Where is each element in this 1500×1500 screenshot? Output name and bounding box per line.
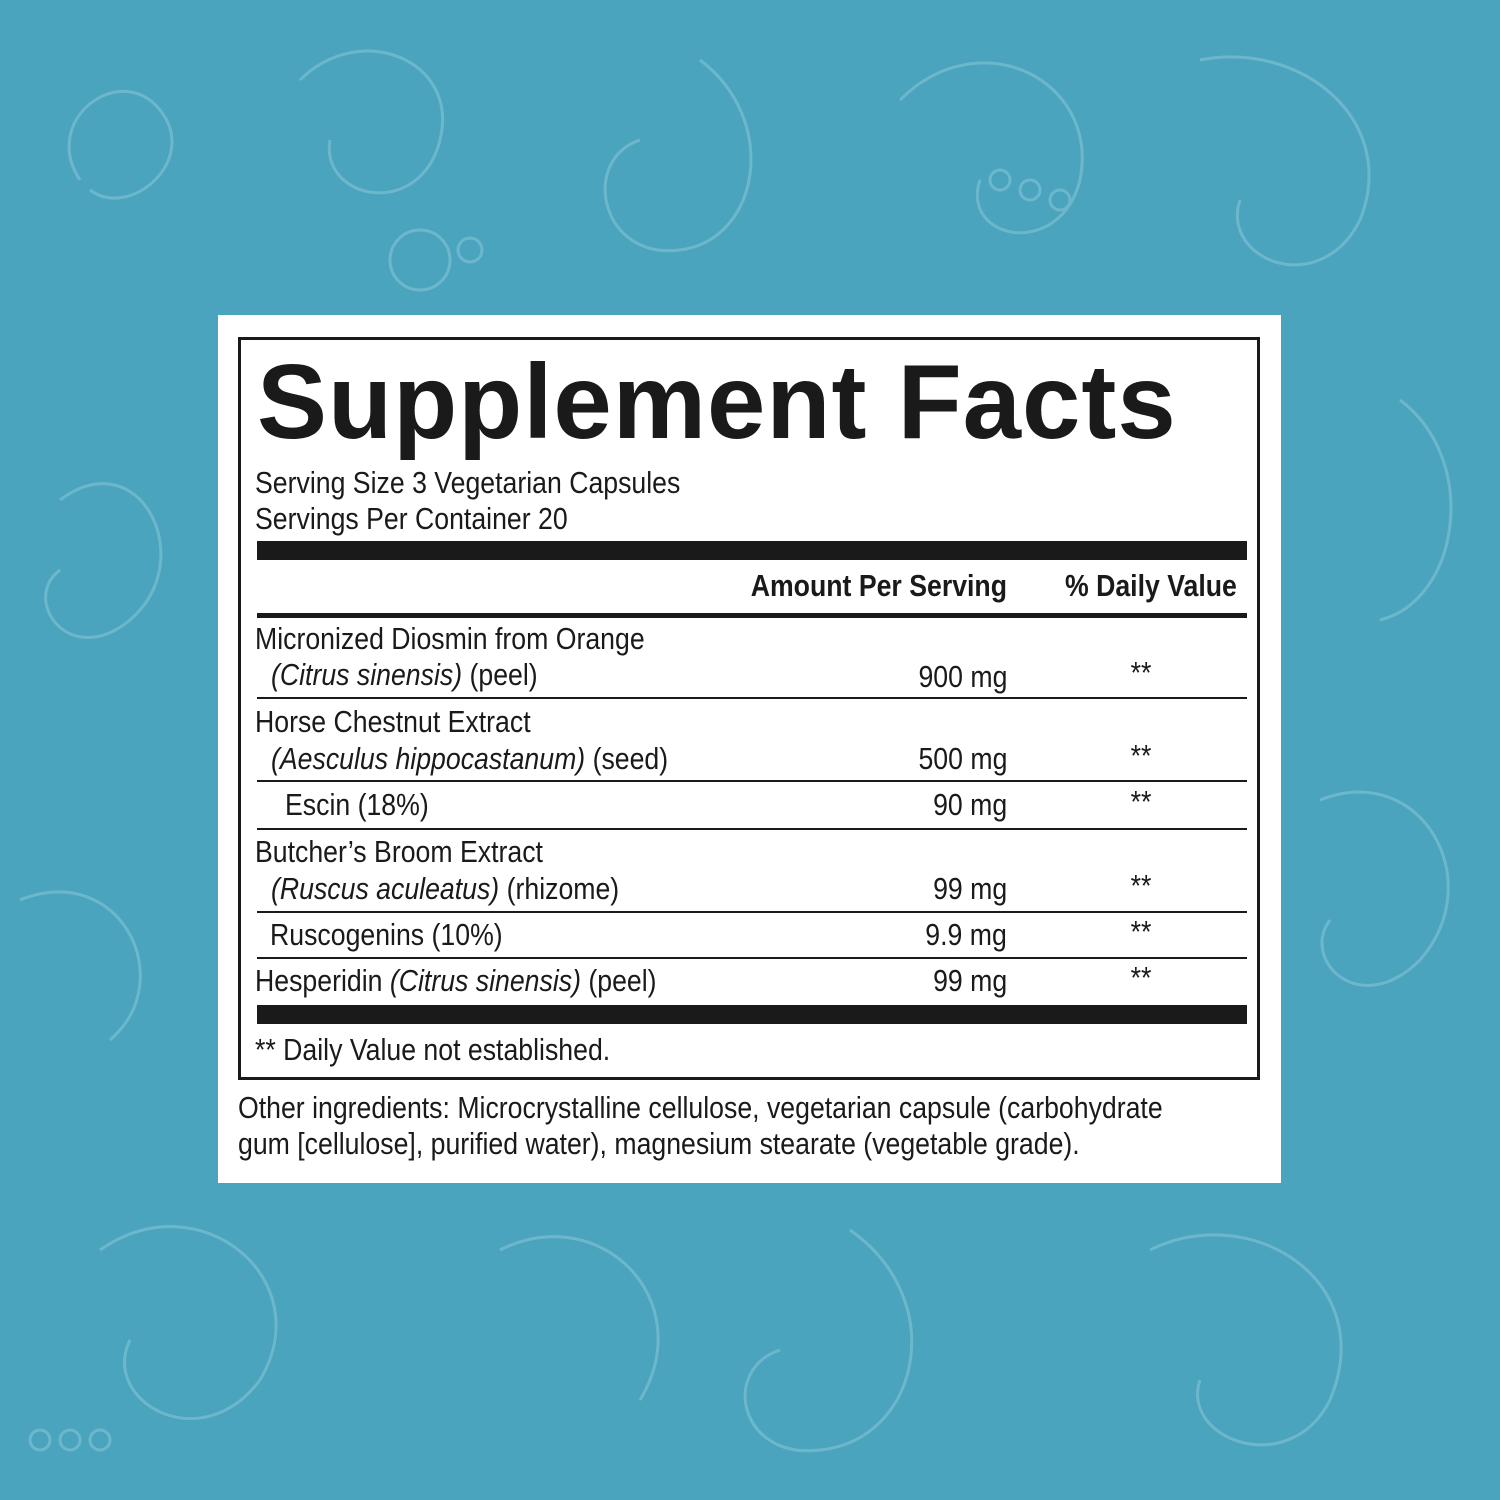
ingredient-name: Butcher’s Broom Extract: [255, 834, 543, 869]
ingredient-name: Hesperidin (Citrus sinensis) (peel): [255, 963, 657, 998]
ingredient-amount: 99 mg: [932, 871, 1007, 906]
other-ingredients-line-2: gum [cellulose], purified water), magnes…: [238, 1126, 1080, 1161]
ingredient-dv: **: [1130, 784, 1152, 819]
ingredient-amount: 900 mg: [918, 659, 1007, 694]
ingredient-dv: **: [1130, 655, 1152, 690]
servings-per-container: Servings Per Container 20: [255, 501, 568, 536]
ingredient-source: (Ruscus aculeatus) (rhizome): [271, 871, 620, 906]
ingredient-dv: **: [1130, 960, 1152, 995]
header-divider: [257, 613, 1247, 618]
ingredient-dv: **: [1130, 868, 1152, 903]
label-title: Supplement Facts: [257, 343, 1177, 461]
ingredient-amount: 500 mg: [918, 741, 1007, 776]
row-divider: [257, 697, 1247, 699]
ingredient-source: (Aesculus hippocastanum) (seed): [271, 741, 669, 776]
ingredient-amount: 90 mg: [932, 787, 1007, 822]
header-amount: Amount Per Serving: [750, 568, 1007, 603]
ingredient-dv: **: [1130, 738, 1152, 773]
ingredient-name: Micronized Diosmin from Orange: [255, 621, 645, 656]
other-ingredients-line-1: Other ingredients: Microcrystalline cell…: [238, 1090, 1163, 1125]
ingredient-name: Escin (18%): [285, 787, 429, 822]
supplement-facts-panel: Supplement Facts Serving Size 3 Vegetari…: [218, 315, 1281, 1183]
header-daily-value: % Daily Value: [1065, 568, 1237, 603]
row-divider: [257, 828, 1247, 830]
ingredient-name: Ruscogenins (10%): [270, 917, 503, 952]
ingredient-dv: **: [1130, 914, 1152, 949]
thick-divider: [257, 541, 1247, 560]
ingredient-source: (Citrus sinensis) (peel): [271, 657, 538, 692]
thick-divider: [257, 1005, 1247, 1024]
row-divider: [257, 911, 1247, 913]
row-divider: [257, 780, 1247, 782]
row-divider: [257, 957, 1247, 959]
supplement-facts-box: Supplement Facts Serving Size 3 Vegetari…: [238, 337, 1260, 1080]
serving-size: Serving Size 3 Vegetarian Capsules: [255, 465, 681, 500]
ingredient-name: Horse Chestnut Extract: [255, 704, 531, 739]
ingredient-amount: 9.9 mg: [925, 917, 1007, 952]
footnote: ** Daily Value not established.: [255, 1032, 611, 1067]
ingredient-amount: 99 mg: [932, 963, 1007, 998]
